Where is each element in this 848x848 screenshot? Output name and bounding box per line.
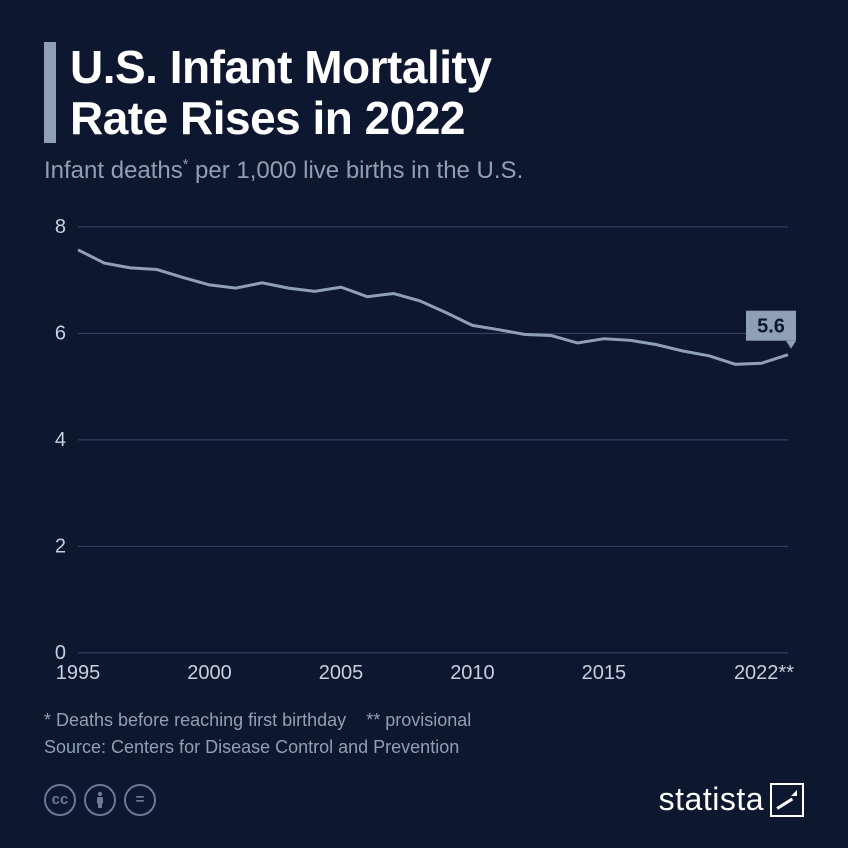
footnotes: * Deaths before reaching first birthday … <box>44 707 804 761</box>
subtitle: Infant deaths* per 1,000 live births in … <box>44 157 804 185</box>
brand-text: statista <box>659 781 764 818</box>
subtitle-pre: Infant deaths <box>44 157 183 184</box>
title-line-1: U.S. Infant Mortality <box>70 42 491 93</box>
svg-text:6: 6 <box>55 323 66 345</box>
footer: cc = statista <box>44 781 804 818</box>
statista-logo: statista <box>659 781 804 818</box>
svg-text:2: 2 <box>55 536 66 558</box>
svg-text:4: 4 <box>55 429 66 451</box>
title-line-2: Rate Rises in 2022 <box>70 93 491 144</box>
subtitle-post: per 1,000 live births in the U.S. <box>188 157 523 184</box>
cc-by-icon <box>84 784 116 816</box>
svg-text:2022**: 2022** <box>734 662 794 684</box>
svg-text:1995: 1995 <box>56 662 101 684</box>
source-line: Source: Centers for Disease Control and … <box>44 737 459 757</box>
title-accent-bar <box>44 42 56 143</box>
footnote-deaths: * Deaths before reaching first birthday <box>44 710 346 730</box>
footnote-provisional: ** provisional <box>366 710 471 730</box>
svg-text:8: 8 <box>55 216 66 238</box>
line-chart: 0 2 4 6 8 1995 2000 2005 2010 2015 2022** 5.6 <box>44 213 804 691</box>
logo-mark-icon <box>770 783 804 817</box>
svg-text:2010: 2010 <box>450 662 495 684</box>
svg-text:5.6: 5.6 <box>757 316 785 338</box>
cc-icon: cc <box>44 784 76 816</box>
svg-text:2000: 2000 <box>187 662 232 684</box>
svg-text:2005: 2005 <box>319 662 364 684</box>
cc-nd-icon: = <box>124 784 156 816</box>
chart-svg: 0 2 4 6 8 1995 2000 2005 2010 2015 2022** 5.6 <box>44 213 804 691</box>
cc-license-icons: cc = <box>44 784 156 816</box>
svg-text:2015: 2015 <box>582 662 627 684</box>
svg-text:0: 0 <box>55 642 66 664</box>
title-block: U.S. Infant Mortality Rate Rises in 2022 <box>44 42 804 143</box>
